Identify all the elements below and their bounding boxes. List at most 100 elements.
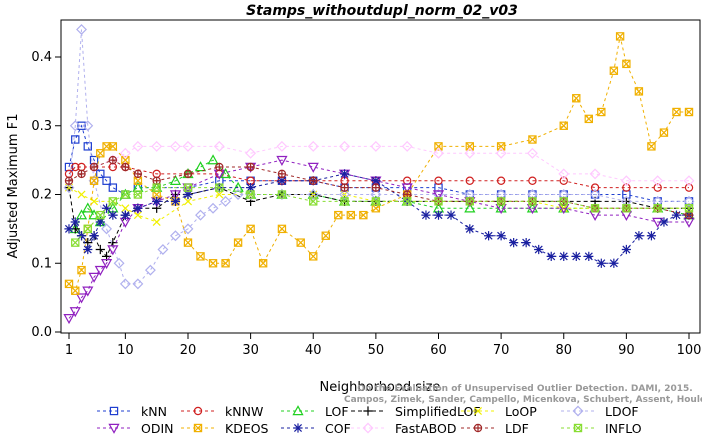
marker-star [596,258,606,268]
marker-diamond [433,147,444,159]
marker [76,24,87,35]
marker-square-x [108,142,118,151]
series-line [93,145,689,182]
marker-square-x-cross [234,238,243,247]
marker [108,197,118,206]
legend-item-ldf: LDF [461,421,529,436]
marker-triangle-down [401,183,413,194]
marker [309,176,318,185]
marker-square-x [359,210,368,220]
marker-square-x [465,142,475,151]
marker-x [133,211,142,220]
marker [88,272,100,283]
marker-square-x [528,135,537,144]
marker [132,140,144,152]
marker-triangle-down [94,265,106,276]
marker-square-x-cross [334,211,343,220]
marker-square-x-cross [572,94,581,103]
marker [108,183,118,192]
marker-square-x [572,94,581,103]
marker-square-x [590,204,600,213]
marker [258,259,268,268]
marker-circle [590,183,600,192]
marker [151,140,163,152]
marker-triangle-down [589,210,601,221]
marker [433,147,444,159]
marker-diamond [195,209,206,221]
marker [63,314,75,325]
marker-square-x-cross [108,197,117,206]
plot-frame [60,19,701,334]
marker-star [339,169,350,179]
marker-diamond [113,257,125,269]
marker-star [621,244,631,255]
marker-star [152,196,162,206]
marker [101,203,112,213]
marker-star [293,423,303,433]
marker-square-x-cross [559,121,568,130]
marker [83,244,93,255]
marker-square-x [258,259,268,268]
marker-square-x [83,224,92,234]
marker [402,197,412,206]
marker-square [77,121,86,130]
x-tick-label: 80 [555,343,572,358]
marker [496,142,506,151]
marker [307,162,319,173]
y-tick-label: 0.2 [31,188,52,203]
marker-diamond [69,120,81,132]
marker [133,190,143,199]
marker [307,140,319,152]
legend-item-cof: COF [281,421,351,436]
marker-square-x [121,190,130,199]
series-line [68,36,689,292]
marker-circle-plus-cross [153,177,161,185]
marker [107,245,119,256]
marker-square-x-cross [371,197,380,206]
marker-square [109,406,119,416]
marker-diamond [119,278,131,290]
marker [446,210,456,220]
marker-square-x-cross [152,183,161,192]
x-tick-label: 30 [242,343,259,358]
legend-label: FastABOD [395,421,457,434]
marker [339,140,351,152]
marker [100,259,113,270]
marker [528,197,537,206]
marker [528,176,537,185]
marker-star [95,217,105,227]
marker [647,142,656,151]
marker [108,155,118,165]
marker [465,142,475,151]
marker-triangle [194,161,207,172]
marker-square-x-cross [321,231,330,240]
marker-triangle-down [107,245,119,256]
marker [546,251,556,261]
marker-diamond [151,140,163,152]
marker [183,238,193,247]
legend-item-knnw: kNNW [181,404,263,419]
marker-square-x-cross [434,142,443,151]
marker-triangle-down [307,162,319,173]
marker [559,176,568,185]
marker [672,107,681,117]
marker [609,66,619,75]
marker-diamond [276,140,288,152]
marker [215,162,224,172]
marker [340,197,349,206]
marker-square-x-cross [133,176,142,185]
marker-circle [559,176,568,185]
marker-star [246,183,256,193]
marker [64,224,74,234]
marker [590,183,600,192]
legend-label: INFLO [605,421,642,434]
marker-square-x [559,121,568,130]
marker-circle [465,176,475,185]
marker [221,259,230,268]
marker-square-x-cross [108,142,117,151]
marker-diamond [220,195,232,207]
marker [684,204,694,213]
y-tick-label: 0.1 [31,256,52,271]
marker-diamond [495,147,507,159]
marker [169,174,182,185]
